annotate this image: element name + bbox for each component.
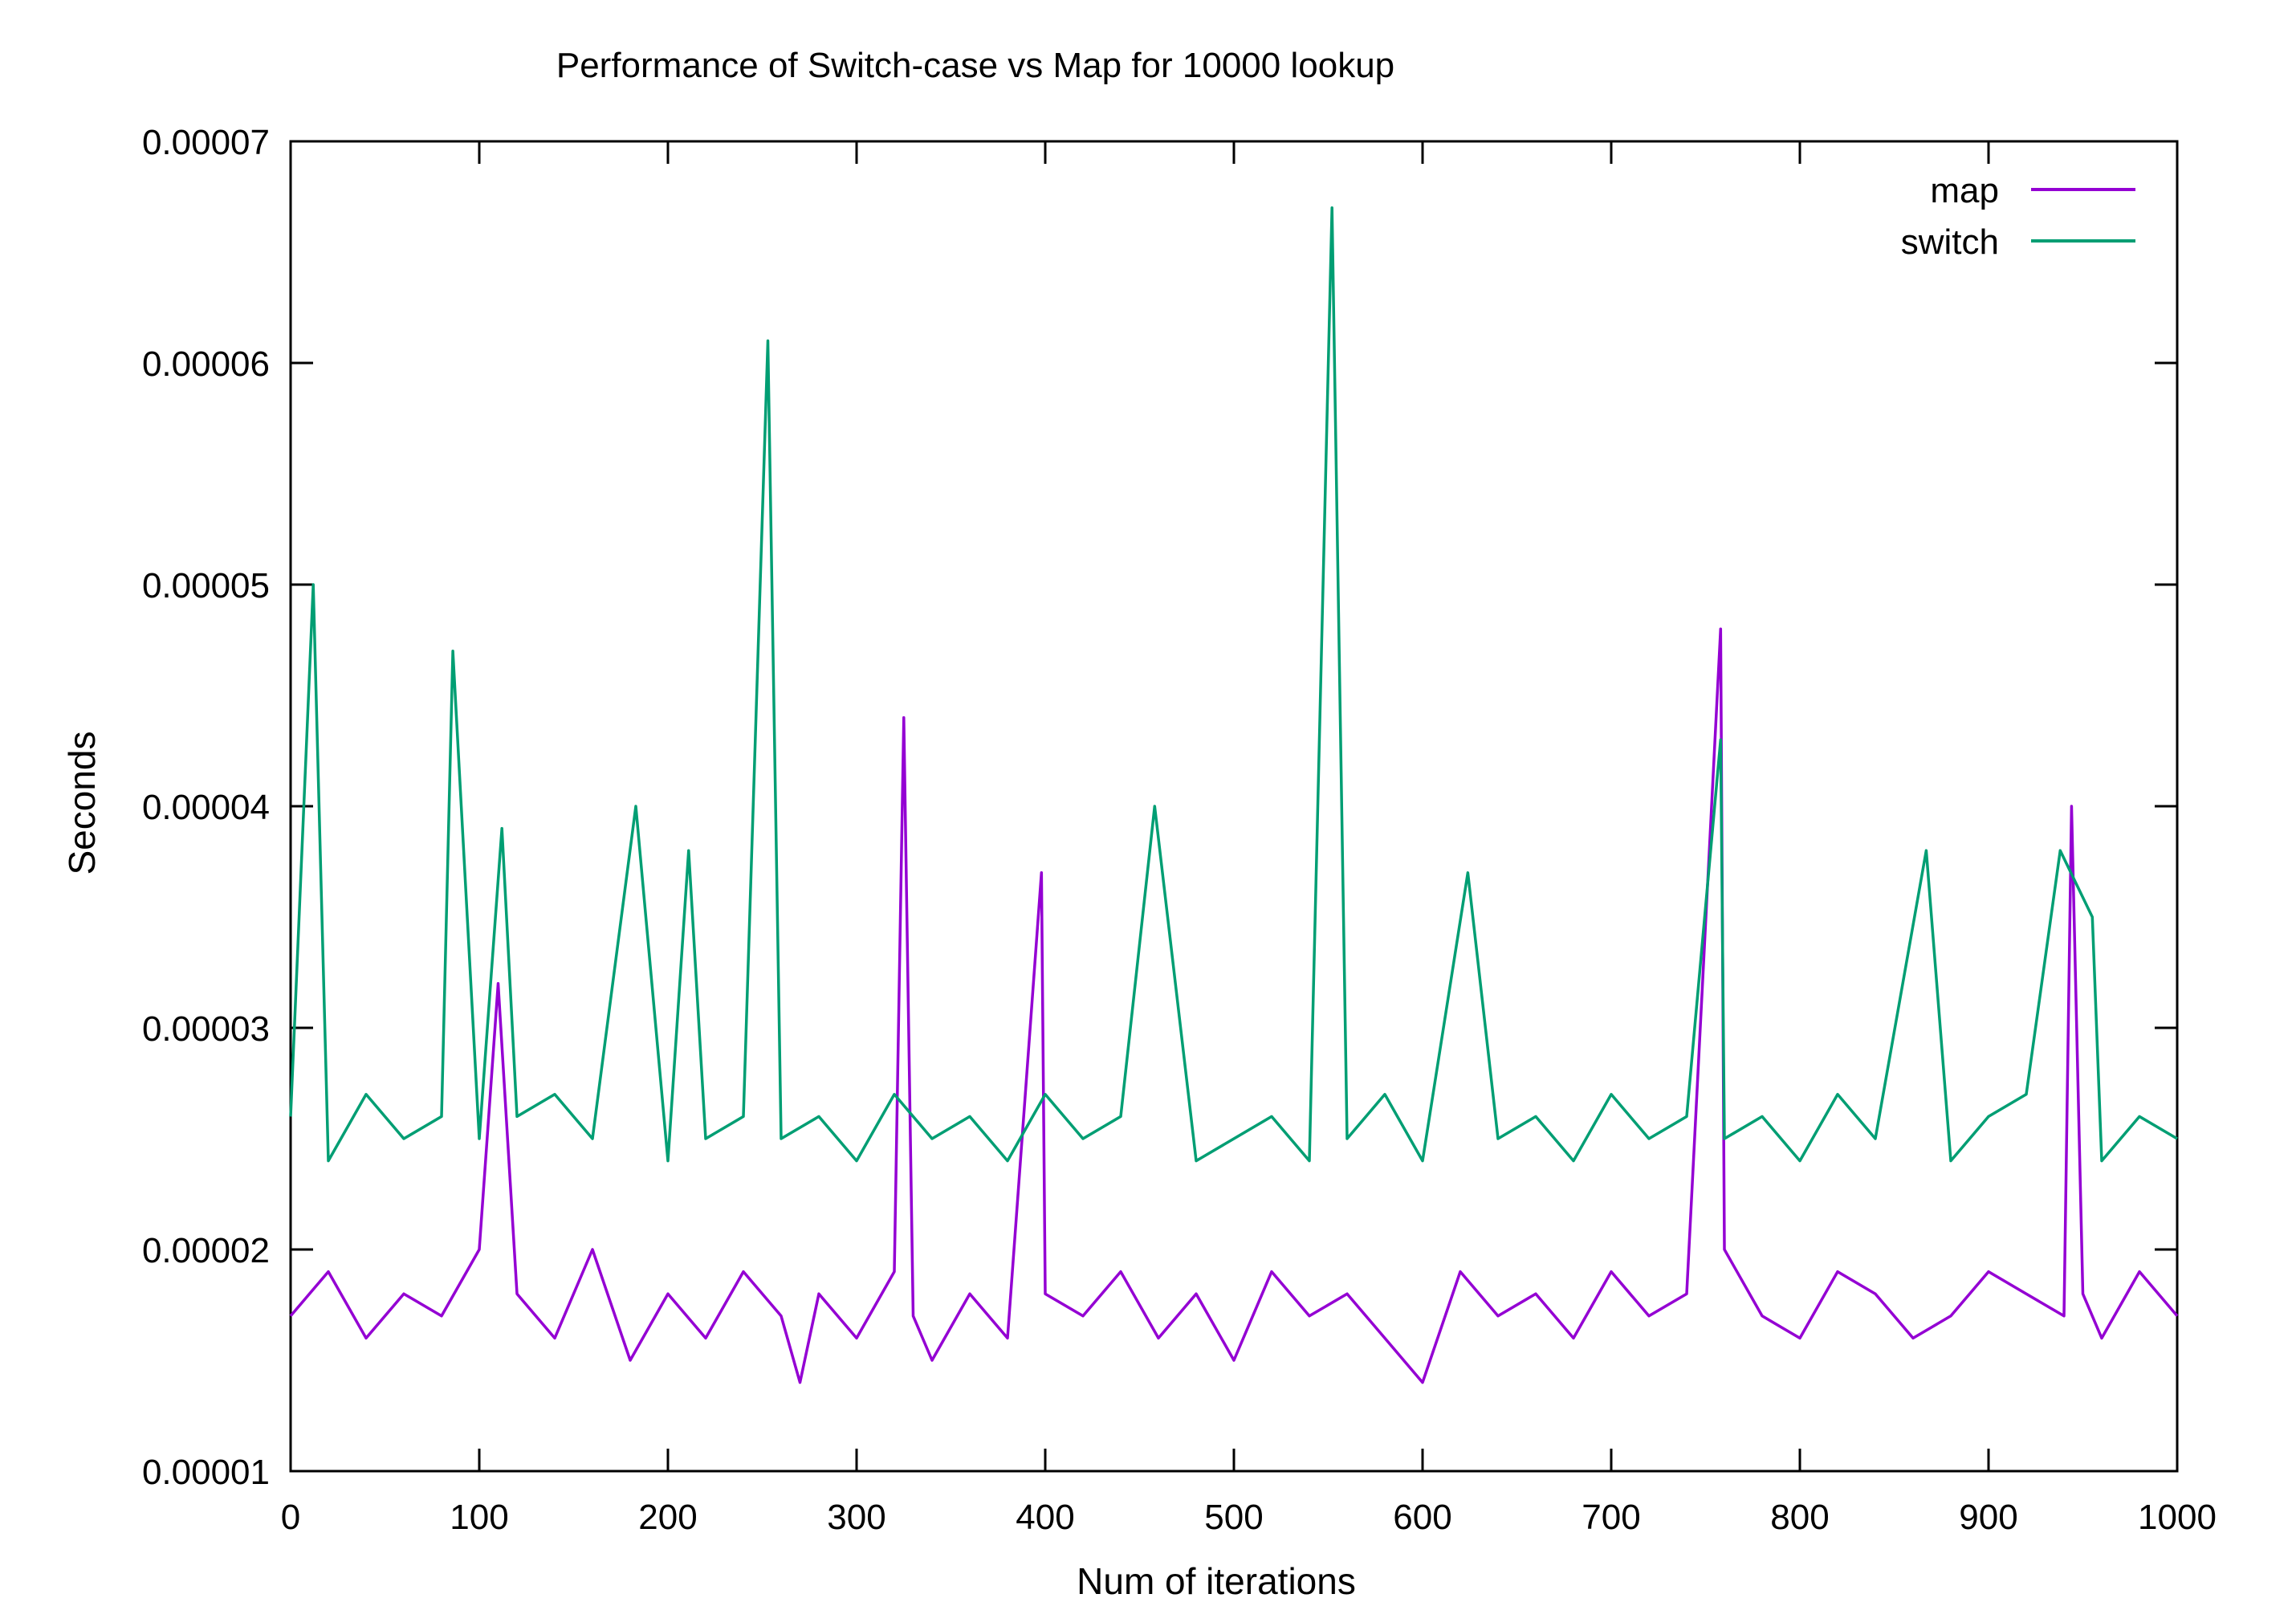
- x-tick-label: 200: [638, 1498, 697, 1537]
- y-tick-label: 0.00006: [142, 344, 270, 384]
- y-tick-label: 0.00003: [142, 1009, 270, 1049]
- y-tick-label: 0.00007: [142, 123, 270, 162]
- series-layer: [289, 206, 2179, 1384]
- x-tick-label: 800: [1770, 1498, 1829, 1537]
- x-tick-label: 400: [1016, 1498, 1074, 1537]
- legend: map switch: [1901, 171, 2135, 262]
- y-axis: 0.00001 0.00002 0.00003 0.00004 0.00005 0.000…: [142, 123, 2177, 1492]
- x-tick-label: 300: [827, 1498, 885, 1537]
- x-tick-label: 500: [1204, 1498, 1263, 1537]
- y-tick-label: 0.00001: [142, 1453, 270, 1492]
- legend-label-switch: switch: [1901, 222, 1999, 262]
- chart-title: Performance of Switch-case vs Map for 10…: [556, 46, 1394, 85]
- legend-label-map: map: [1930, 171, 1999, 210]
- x-axis: 0 100 200 300 400 500 600 700 800 900 1000: [281, 141, 2217, 1537]
- y-axis-label: Seconds: [61, 731, 103, 874]
- x-tick-label: 0: [281, 1498, 300, 1537]
- series-line-switch: [289, 206, 2178, 1163]
- y-tick-label: 0.00004: [142, 788, 270, 827]
- x-tick-label: 700: [1582, 1498, 1640, 1537]
- plot-area: [289, 140, 2179, 1473]
- x-tick-label: 100: [450, 1498, 508, 1537]
- x-axis-label: Num of iterations: [1077, 1560, 1356, 1598]
- y-tick-label: 0.00005: [142, 566, 270, 605]
- x-tick-label: 600: [1393, 1498, 1451, 1537]
- plot-frame: [289, 140, 2179, 1473]
- x-tick-label: 1000: [2138, 1498, 2217, 1537]
- y-tick-label: 0.00002: [142, 1231, 270, 1270]
- series-line-map: [289, 627, 2179, 1384]
- x-tick-label: 900: [1959, 1498, 2017, 1537]
